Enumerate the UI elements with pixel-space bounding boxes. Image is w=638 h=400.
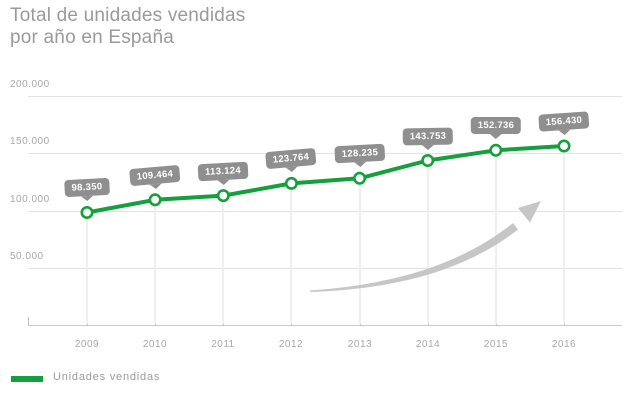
- data-point[interactable]: [489, 143, 503, 157]
- point-dropline: [427, 161, 429, 324]
- x-axis-line: [28, 325, 622, 326]
- y-gridline: [28, 268, 622, 269]
- y-gridline: [28, 153, 622, 154]
- x-axis-label: 2012: [278, 339, 304, 350]
- y-gridline: [28, 96, 622, 97]
- x-axis-label: 2013: [347, 339, 373, 350]
- series-line: [85, 144, 566, 215]
- point-dropline: [359, 178, 361, 324]
- axis-tick: [28, 317, 29, 325]
- y-axis-label: 200.000: [10, 79, 50, 90]
- data-point-label: 152.736: [470, 117, 522, 139]
- x-axis-label: 2011: [211, 339, 235, 350]
- data-point[interactable]: [80, 206, 94, 220]
- data-point[interactable]: [421, 154, 435, 168]
- y-axis-label: 50.000: [10, 251, 44, 262]
- y-axis-label: 150.000: [10, 136, 50, 147]
- point-dropline: [290, 183, 292, 324]
- data-point[interactable]: [148, 193, 162, 207]
- point-dropline: [563, 146, 565, 324]
- x-axis-label: 2014: [415, 339, 441, 350]
- chart-title-line2: por año en España: [10, 27, 174, 48]
- data-point-label: 113.124: [197, 161, 249, 182]
- y-axis-label: 100.000: [10, 194, 50, 205]
- legend[interactable]: Unidades vendidas: [11, 371, 160, 383]
- point-dropline: [154, 200, 156, 324]
- legend-label: Unidades vendidas: [53, 371, 161, 383]
- x-axis-label: 2009: [74, 339, 100, 350]
- data-point-label: 98.350: [64, 177, 110, 198]
- chart-title-line1: Total de unidades vendidas: [10, 5, 246, 26]
- legend-swatch: [11, 375, 43, 382]
- data-point[interactable]: [353, 171, 367, 185]
- data-point[interactable]: [557, 139, 571, 153]
- data-point[interactable]: [216, 189, 230, 203]
- growth-arrow-icon: [310, 201, 541, 292]
- y-gridline: [28, 211, 622, 212]
- x-axis-label: 2016: [551, 339, 577, 350]
- data-point-label: 156.430: [538, 111, 590, 132]
- point-dropline: [222, 196, 224, 324]
- x-axis-label: 2010: [142, 339, 168, 350]
- data-point-label: 128.235: [334, 143, 386, 164]
- chart-title: Total de unidades vendidas por año en Es…: [10, 5, 245, 49]
- data-point-label: 143.753: [402, 127, 454, 146]
- point-dropline: [86, 212, 88, 324]
- data-point[interactable]: [284, 176, 298, 190]
- x-axis-label: 2015: [483, 339, 509, 350]
